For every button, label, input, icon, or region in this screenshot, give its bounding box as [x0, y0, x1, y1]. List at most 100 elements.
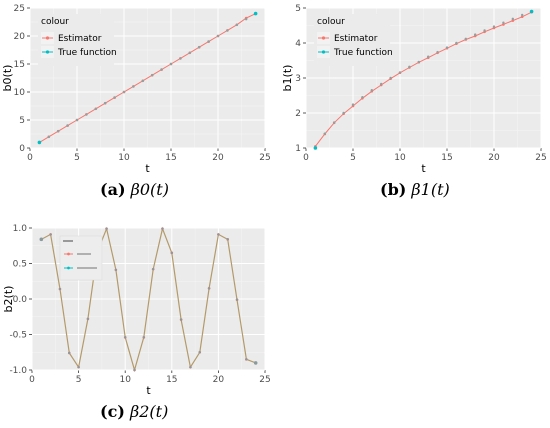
point-true-function: [114, 268, 118, 272]
legend-key-point: [67, 252, 70, 256]
series-line-estimator: [315, 11, 532, 147]
point-true-function: [207, 287, 211, 290]
point-true-function: [49, 233, 52, 236]
x-tick-label: 15: [165, 153, 176, 163]
point-true-function: [427, 55, 430, 58]
point-estimator: [520, 15, 524, 19]
point-true-function: [351, 103, 355, 106]
point-true-function: [398, 71, 402, 74]
legend-label: Estimator: [334, 34, 378, 44]
point-true-function: [235, 298, 239, 301]
point-true-function: [226, 238, 229, 241]
point-true-function: [216, 34, 220, 38]
legend-title: colour: [317, 17, 345, 27]
legend-key-point: [67, 266, 70, 270]
x-tick-label: 10: [118, 153, 130, 163]
point-true-function: [86, 317, 90, 321]
x-tick-label: 5: [76, 375, 82, 385]
point-true-function: [245, 358, 248, 361]
y-tick-label: -0.5: [9, 331, 27, 341]
y-axis-title: b1(t): [281, 65, 294, 92]
point-true-function: [169, 62, 173, 66]
x-tick-label: 20: [213, 375, 225, 385]
caption-c: (c) β2(t): [100, 402, 168, 421]
y-tick-label: 4: [295, 39, 301, 49]
point-true-function: [85, 113, 88, 116]
x-tick-label: 25: [535, 153, 546, 163]
point-true-function: [132, 85, 135, 88]
y-tick-label: 0: [19, 144, 25, 154]
legend-key-point: [45, 36, 50, 40]
x-axis-title: t: [145, 162, 150, 175]
point-true-function: [105, 227, 108, 230]
x-tick-label: 0: [29, 375, 35, 385]
point-true-function: [370, 89, 373, 92]
point-true-function: [217, 233, 220, 236]
y-tick-label: 5: [19, 116, 25, 126]
caption-b: (b) β1(t): [380, 180, 450, 199]
legend-title: colour: [41, 17, 69, 27]
legend-title-mark: [63, 240, 73, 242]
legend-key-point: [321, 36, 326, 40]
y-tick-label: 0.0: [13, 295, 28, 305]
x-tick-label: 5: [74, 153, 80, 163]
point-true-function: [511, 17, 514, 21]
chart-b1: 0 5 10 15 20 25 1 2 3 4 5 t b1(t) colour Estimator True…: [281, 4, 547, 175]
point-true-function: [245, 18, 248, 21]
point-true-function: [179, 318, 183, 321]
point-true-function: [492, 25, 496, 28]
y-tick-label: 10: [14, 88, 26, 98]
point-true-function: [333, 121, 336, 124]
point-true-function: [235, 23, 238, 26]
point-true-function: [342, 111, 345, 115]
legend-label-mark: [77, 253, 91, 255]
point-true-function: [464, 37, 467, 40]
x-tick-label: 5: [350, 153, 356, 163]
point-true-function: [455, 41, 458, 45]
point-true-function: [122, 90, 126, 94]
point-true-function: [141, 79, 144, 83]
y-axis-title: b0(t): [1, 65, 14, 92]
x-tick-label: 20: [488, 153, 500, 163]
point-true-function: [151, 74, 154, 77]
x-tick-label: 20: [212, 153, 224, 163]
point-true-function: [207, 40, 210, 43]
x-tick-label: 25: [259, 153, 270, 163]
point-true-function: [198, 351, 201, 354]
point-true-function: [502, 21, 505, 24]
legend-key-point: [45, 50, 50, 54]
point-true-function: [380, 82, 383, 86]
point-true-function: [113, 96, 116, 99]
caption-b-math: β1(t): [411, 180, 450, 199]
point-true-function: [39, 237, 44, 242]
legend-label: Estimator: [58, 34, 102, 44]
caption-a: (a) β0(t): [100, 180, 169, 199]
point-true-function: [142, 336, 146, 339]
point-true-function: [170, 251, 173, 255]
point-true-function: [408, 65, 411, 69]
x-axis-title: t: [421, 162, 426, 175]
point-true-function: [253, 11, 258, 16]
point-true-function: [66, 124, 69, 127]
y-tick-label: 5: [295, 4, 301, 14]
legend-key-point: [321, 50, 326, 54]
point-true-function: [104, 102, 107, 105]
point-true-function: [253, 361, 258, 365]
x-tick-label: 15: [166, 375, 177, 385]
legend-label: True function: [333, 48, 393, 58]
point-true-function: [57, 130, 60, 133]
point-true-function: [124, 336, 127, 339]
point-true-function: [417, 60, 420, 64]
point-estimator: [502, 23, 505, 26]
y-tick-label: -1.0: [9, 366, 27, 376]
point-true-function: [75, 118, 79, 122]
caption-c-math: β2(t): [129, 402, 169, 421]
y-tick-label: 1: [295, 144, 301, 154]
point-true-function: [436, 50, 439, 54]
point-true-function: [226, 29, 229, 32]
point-true-function: [47, 135, 50, 138]
point-true-function: [474, 33, 477, 36]
point-true-function: [161, 227, 164, 230]
point-true-function: [445, 46, 449, 49]
y-tick-label: 20: [14, 32, 26, 42]
